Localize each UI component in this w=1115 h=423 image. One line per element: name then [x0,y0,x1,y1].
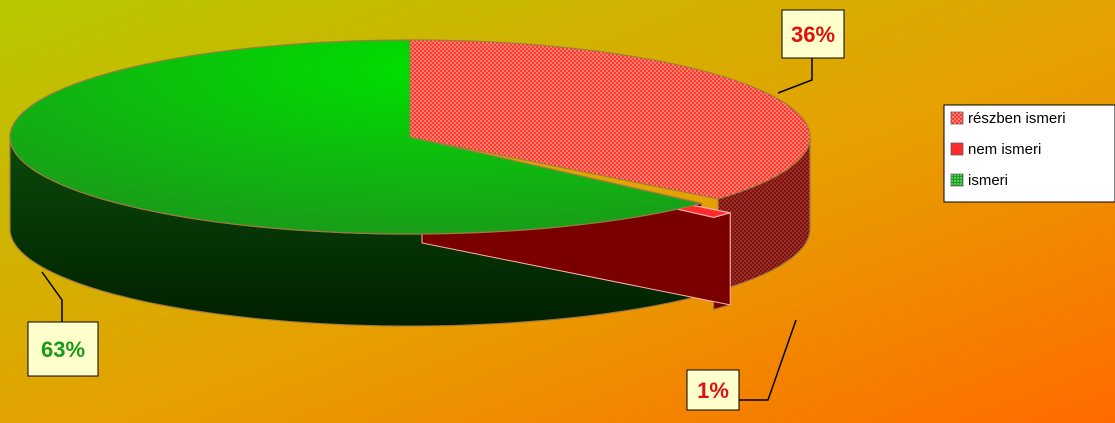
data-label-box-2 [686,369,740,411]
legend-label-2: nem ismeri [968,141,1041,158]
legend-swatch-3 [950,173,964,187]
pie-slice-3 [9,39,702,235]
pie-slice-1 [409,39,811,200]
legend: részben ismeri nem ismeri ismeri [943,104,1115,203]
data-label-3: 63% [41,337,85,362]
leader-line-3 [41,271,63,322]
legend-label-1: részben ismeri [968,110,1066,127]
data-labels: 36% 1% 63% [27,9,845,411]
leader-line-1 [777,58,813,94]
legend-swatch-2 [950,142,964,156]
data-label-box-1 [781,9,845,59]
data-label-box-3 [27,321,99,377]
data-label-1: 36% [791,22,835,47]
data-label-2: 1% [697,378,729,403]
leader-line-2 [739,319,797,401]
legend-box [943,104,1115,203]
pie-3d [9,39,811,327]
legend-label-3: ismeri [968,172,1008,189]
leader-lines [41,58,813,401]
legend-swatch-1 [950,111,964,125]
